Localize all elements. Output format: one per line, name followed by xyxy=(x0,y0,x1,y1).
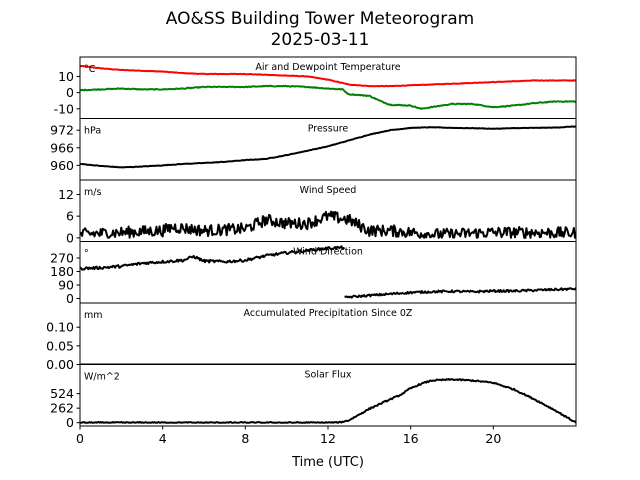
unit-label-wdir: ° xyxy=(84,249,89,260)
unit-label-solar: W/m^2 xyxy=(84,372,120,383)
y-tick-label: 180 xyxy=(50,264,74,279)
unit-label-temp: °C xyxy=(84,64,96,75)
y-tick-label: 0 xyxy=(66,291,74,306)
series-line-wspd-0 xyxy=(80,210,576,239)
panel-title-wspd: Wind Speed xyxy=(300,185,357,196)
y-tick-label: 966 xyxy=(50,140,74,155)
x-tick-label: 20 xyxy=(485,431,501,446)
y-tick-label: 270 xyxy=(50,251,74,266)
series-line-pres-0 xyxy=(80,125,576,169)
y-tick-label: 0.05 xyxy=(46,338,74,353)
y-tick-label: 0.00 xyxy=(46,357,74,372)
y-tick-label: 0 xyxy=(66,85,74,100)
unit-label-pres: hPa xyxy=(84,126,101,137)
figure-title-line2: 2025-03-11 xyxy=(271,30,370,50)
panel-wspd: 12 6 0 m/s Wind Speed xyxy=(58,179,577,245)
unit-label-precip: mm xyxy=(84,310,103,321)
panel-precip: 0.10 0.05 0.00 mm Accumulated Precipitation … xyxy=(46,302,577,372)
y-tick-label: 10 xyxy=(58,69,74,84)
y-tick-label: 972 xyxy=(50,123,74,138)
panel-temp: 100-10 °C Air and Dewpoint Temperature xyxy=(54,56,577,119)
x-tick-label: 0 xyxy=(76,431,84,446)
panels-group: 100-10°C Air and Dewpoint Temperature9729… xyxy=(46,56,577,446)
x-axis-label: Time (UTC) xyxy=(291,455,364,470)
panel-title-precip: Accumulated Precipitation Since 0Z xyxy=(244,308,413,319)
y-tick-label: 960 xyxy=(50,158,74,173)
y-tick-label: 90 xyxy=(58,278,74,293)
figure-title-line1: AO&SS Building Tower Meteorogram xyxy=(166,9,474,29)
y-tick-label: 0 xyxy=(66,230,74,245)
panel-pres: 972 966 960 hPa Pressure xyxy=(50,118,577,181)
y-tick-label: 524 xyxy=(50,386,74,401)
y-tick-label: 6 xyxy=(66,209,74,224)
panel-title-wdir: Wind Direction xyxy=(293,247,363,258)
x-tick-label: 12 xyxy=(320,431,336,446)
y-tick-label: 262 xyxy=(50,401,74,416)
series-line-temp-0 xyxy=(80,64,576,88)
x-tick-label: 16 xyxy=(403,431,419,446)
panel-title-solar: Solar Flux xyxy=(305,370,352,381)
y-tick-label: 0 xyxy=(66,415,74,430)
panel-title-temp: Air and Dewpoint Temperature xyxy=(255,62,400,73)
series-line-wdir-1 xyxy=(344,287,576,299)
y-tick-label: 12 xyxy=(58,187,74,202)
series-line-temp-1 xyxy=(80,84,576,110)
x-tick-label: 8 xyxy=(241,431,249,446)
panel-title-pres: Pressure xyxy=(308,124,349,135)
series-line-solar-0 xyxy=(80,378,576,424)
x-tick-label: 4 xyxy=(159,431,167,446)
series-line-wdir-0 xyxy=(80,245,346,271)
unit-label-wspd: m/s xyxy=(84,187,101,198)
y-tick-label: -10 xyxy=(54,101,74,116)
y-tick-label: 0.10 xyxy=(46,320,74,335)
